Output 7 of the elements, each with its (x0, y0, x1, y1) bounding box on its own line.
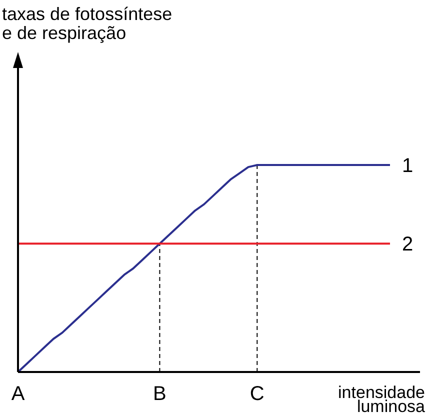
x-axis-title: intensidade luminosa (338, 383, 426, 416)
x-tick-label: C (250, 383, 264, 405)
series-label: 1 (402, 155, 414, 177)
text: taxas de fotossíntese e de respiração (2, 4, 172, 43)
x-tick-label: A (11, 383, 26, 405)
x-tick-label: B (153, 383, 166, 405)
series-label: 2 (402, 234, 414, 256)
